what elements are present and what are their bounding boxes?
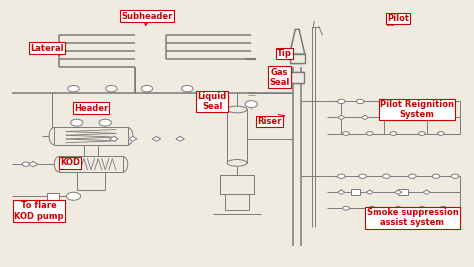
Text: Riser: Riser [257,117,282,126]
Circle shape [106,85,117,92]
Ellipse shape [122,128,133,145]
Text: Tip: Tip [277,49,292,58]
Circle shape [343,206,349,210]
Circle shape [343,132,349,135]
Circle shape [390,132,397,135]
Polygon shape [361,115,369,120]
Text: Pilot Reignition
System: Pilot Reignition System [380,100,454,119]
Circle shape [409,174,416,178]
Circle shape [451,174,459,178]
Polygon shape [176,136,184,141]
Circle shape [440,206,447,210]
Polygon shape [432,115,440,120]
Circle shape [366,132,373,135]
Circle shape [356,99,364,104]
Ellipse shape [49,128,60,145]
Circle shape [395,206,401,210]
Ellipse shape [227,106,247,113]
Ellipse shape [118,156,128,172]
Polygon shape [337,115,345,120]
Circle shape [438,132,444,135]
Circle shape [380,99,388,104]
Polygon shape [109,136,118,141]
Bar [59,156,123,172]
Ellipse shape [227,159,247,166]
Polygon shape [290,29,305,54]
Bar [398,189,408,195]
Polygon shape [128,136,137,141]
Circle shape [442,99,449,104]
Text: Pilot: Pilot [387,14,409,23]
Bar [47,193,59,200]
Bar [291,72,304,83]
Circle shape [399,99,407,104]
Circle shape [383,174,390,178]
Polygon shape [337,190,345,194]
Circle shape [423,99,430,104]
Polygon shape [385,115,392,120]
Circle shape [359,174,366,178]
Circle shape [419,206,425,210]
Polygon shape [366,190,374,194]
Polygon shape [394,190,402,194]
Bar [220,175,254,194]
Text: Lateral: Lateral [31,44,64,53]
Ellipse shape [54,156,64,172]
Circle shape [337,174,345,178]
Bar [351,189,360,195]
Bar [290,54,305,63]
Circle shape [68,85,79,92]
Circle shape [432,174,440,178]
Circle shape [71,119,83,126]
Circle shape [369,206,375,210]
Circle shape [419,132,425,135]
Polygon shape [152,136,161,141]
Circle shape [182,85,193,92]
Bar [227,109,247,163]
Text: Liquid
Seal: Liquid Seal [198,92,227,111]
Text: Header: Header [74,104,108,113]
Bar [55,128,128,145]
Text: To flare
KOD pump: To flare KOD pump [14,201,64,221]
Circle shape [337,99,345,104]
Text: Smoke suppression
assist system: Smoke suppression assist system [366,208,458,227]
Text: KOD: KOD [60,158,80,167]
Polygon shape [409,115,416,120]
Text: Gas
Seal: Gas Seal [270,68,290,87]
Circle shape [22,162,30,166]
Text: Subheader: Subheader [121,11,173,21]
Circle shape [245,101,257,108]
Circle shape [99,119,111,126]
Circle shape [66,192,81,200]
Circle shape [141,85,153,92]
Polygon shape [28,162,38,167]
Polygon shape [423,190,430,194]
